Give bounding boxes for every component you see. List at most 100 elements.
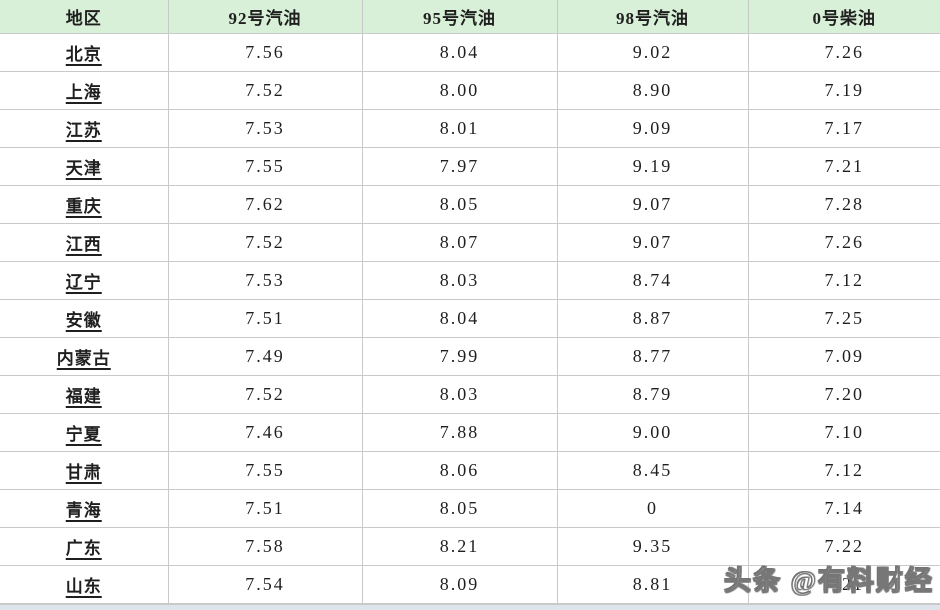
price-cell-98-gasoline[interactable]: 9.07 [556, 222, 749, 262]
table-row: 山东 7.54 8.09 8.81 7.21 [0, 564, 940, 604]
price-cell-0-diesel[interactable]: 7.12 [747, 260, 940, 300]
price-cell-92-gasoline[interactable]: 7.49 [167, 336, 363, 376]
table-row: 青海 7.51 8.05 0 7.14 [0, 488, 940, 528]
table-header: 地区 92号汽油 95号汽油 98号汽油 0号柴油 [0, 0, 940, 34]
price-cell-92-gasoline[interactable]: 7.51 [167, 488, 363, 528]
price-cell-92-gasoline[interactable]: 7.55 [167, 450, 363, 490]
price-cell-0-diesel[interactable]: 7.12 [747, 450, 940, 490]
price-cell-98-gasoline[interactable]: 8.79 [556, 374, 749, 414]
table-row: 甘肃 7.55 8.06 8.45 7.12 [0, 450, 940, 490]
price-cell-0-diesel[interactable]: 7.21 [747, 146, 940, 186]
region-cell[interactable]: 内蒙古 [0, 336, 169, 376]
price-cell-0-diesel[interactable]: 7.21 [747, 564, 940, 604]
table-row: 福建 7.52 8.03 8.79 7.20 [0, 374, 940, 414]
region-cell[interactable]: 上海 [0, 70, 169, 110]
price-cell-0-diesel[interactable]: 7.10 [747, 412, 940, 452]
table-row: 上海 7.52 8.00 8.90 7.19 [0, 70, 940, 110]
price-cell-92-gasoline[interactable]: 7.62 [167, 184, 363, 224]
price-cell-0-diesel[interactable]: 7.14 [747, 488, 940, 528]
price-cell-95-gasoline[interactable]: 8.21 [361, 526, 558, 566]
price-cell-92-gasoline[interactable]: 7.52 [167, 374, 363, 414]
price-cell-0-diesel[interactable]: 7.22 [747, 526, 940, 566]
table-row: 天津 7.55 7.97 9.19 7.21 [0, 146, 940, 186]
table-row: 辽宁 7.53 8.03 8.74 7.12 [0, 260, 940, 300]
price-cell-95-gasoline[interactable]: 8.06 [361, 450, 558, 490]
price-cell-98-gasoline[interactable]: 9.35 [556, 526, 749, 566]
column-header-0-diesel[interactable]: 0号柴油 [747, 0, 940, 34]
region-cell[interactable]: 青海 [0, 488, 169, 528]
price-cell-92-gasoline[interactable]: 7.55 [167, 146, 363, 186]
price-cell-95-gasoline[interactable]: 8.00 [361, 70, 558, 110]
region-cell[interactable]: 福建 [0, 374, 169, 414]
price-cell-92-gasoline[interactable]: 7.51 [167, 298, 363, 338]
price-cell-92-gasoline[interactable]: 7.54 [167, 564, 363, 604]
price-cell-98-gasoline[interactable]: 8.77 [556, 336, 749, 376]
price-cell-98-gasoline[interactable]: 9.09 [556, 108, 749, 148]
table-row: 广东 7.58 8.21 9.35 7.22 [0, 526, 940, 566]
price-cell-98-gasoline[interactable]: 9.07 [556, 184, 749, 224]
column-header-98-gasoline[interactable]: 98号汽油 [556, 0, 749, 34]
price-cell-92-gasoline[interactable]: 7.53 [167, 260, 363, 300]
region-cell[interactable]: 安徽 [0, 298, 169, 338]
price-cell-95-gasoline[interactable]: 8.03 [361, 374, 558, 414]
price-cell-0-diesel[interactable]: 7.20 [747, 374, 940, 414]
price-cell-95-gasoline[interactable]: 8.05 [361, 184, 558, 224]
price-cell-95-gasoline[interactable]: 8.04 [361, 32, 558, 72]
region-cell[interactable]: 重庆 [0, 184, 169, 224]
price-cell-95-gasoline[interactable]: 8.07 [361, 222, 558, 262]
region-cell[interactable]: 北京 [0, 32, 169, 72]
price-cell-92-gasoline[interactable]: 7.52 [167, 70, 363, 110]
table-row: 安徽 7.51 8.04 8.87 7.25 [0, 298, 940, 338]
region-cell[interactable]: 广东 [0, 526, 169, 566]
table-row: 江西 7.52 8.07 9.07 7.26 [0, 222, 940, 262]
table-row: 江苏 7.53 8.01 9.09 7.17 [0, 108, 940, 148]
price-cell-98-gasoline[interactable]: 8.81 [556, 564, 749, 604]
bottom-edge-strip [0, 604, 940, 610]
region-cell[interactable]: 天津 [0, 146, 169, 186]
region-cell[interactable]: 江西 [0, 222, 169, 262]
table-row: 内蒙古 7.49 7.99 8.77 7.09 [0, 336, 940, 376]
region-cell[interactable]: 江苏 [0, 108, 169, 148]
price-cell-92-gasoline[interactable]: 7.53 [167, 108, 363, 148]
table-body: 北京 7.56 8.04 9.02 7.26 上海 7.52 8.00 8.90… [0, 32, 940, 604]
column-header-92-gasoline[interactable]: 92号汽油 [167, 0, 363, 34]
price-cell-95-gasoline[interactable]: 8.01 [361, 108, 558, 148]
price-cell-0-diesel[interactable]: 7.26 [747, 222, 940, 262]
price-cell-98-gasoline[interactable]: 9.02 [556, 32, 749, 72]
region-cell[interactable]: 甘肃 [0, 450, 169, 490]
region-cell[interactable]: 山东 [0, 564, 169, 604]
price-cell-95-gasoline[interactable]: 8.03 [361, 260, 558, 300]
price-cell-98-gasoline[interactable]: 9.19 [556, 146, 749, 186]
table-row: 重庆 7.62 8.05 9.07 7.28 [0, 184, 940, 224]
column-header-region[interactable]: 地区 [0, 0, 169, 34]
price-cell-95-gasoline[interactable]: 7.88 [361, 412, 558, 452]
header-row: 地区 92号汽油 95号汽油 98号汽油 0号柴油 [0, 0, 940, 34]
price-cell-92-gasoline[interactable]: 7.56 [167, 32, 363, 72]
price-cell-0-diesel[interactable]: 7.17 [747, 108, 940, 148]
region-cell[interactable]: 辽宁 [0, 260, 169, 300]
price-cell-92-gasoline[interactable]: 7.52 [167, 222, 363, 262]
price-cell-0-diesel[interactable]: 7.25 [747, 298, 940, 338]
price-cell-92-gasoline[interactable]: 7.46 [167, 412, 363, 452]
price-cell-0-diesel[interactable]: 7.26 [747, 32, 940, 72]
table-row: 宁夏 7.46 7.88 9.00 7.10 [0, 412, 940, 452]
price-cell-0-diesel[interactable]: 7.09 [747, 336, 940, 376]
price-cell-95-gasoline[interactable]: 8.09 [361, 564, 558, 604]
price-cell-95-gasoline[interactable]: 7.97 [361, 146, 558, 186]
price-cell-98-gasoline[interactable]: 0 [556, 488, 749, 528]
price-cell-0-diesel[interactable]: 7.19 [747, 70, 940, 110]
price-cell-98-gasoline[interactable]: 8.74 [556, 260, 749, 300]
price-cell-92-gasoline[interactable]: 7.58 [167, 526, 363, 566]
region-cell[interactable]: 宁夏 [0, 412, 169, 452]
price-cell-0-diesel[interactable]: 7.28 [747, 184, 940, 224]
price-cell-95-gasoline[interactable]: 7.99 [361, 336, 558, 376]
price-cell-98-gasoline[interactable]: 8.45 [556, 450, 749, 490]
price-cell-98-gasoline[interactable]: 8.87 [556, 298, 749, 338]
price-cell-95-gasoline[interactable]: 8.04 [361, 298, 558, 338]
price-cell-98-gasoline[interactable]: 9.00 [556, 412, 749, 452]
price-cell-98-gasoline[interactable]: 8.90 [556, 70, 749, 110]
price-cell-95-gasoline[interactable]: 8.05 [361, 488, 558, 528]
column-header-95-gasoline[interactable]: 95号汽油 [361, 0, 558, 34]
table-row: 北京 7.56 8.04 9.02 7.26 [0, 32, 940, 72]
